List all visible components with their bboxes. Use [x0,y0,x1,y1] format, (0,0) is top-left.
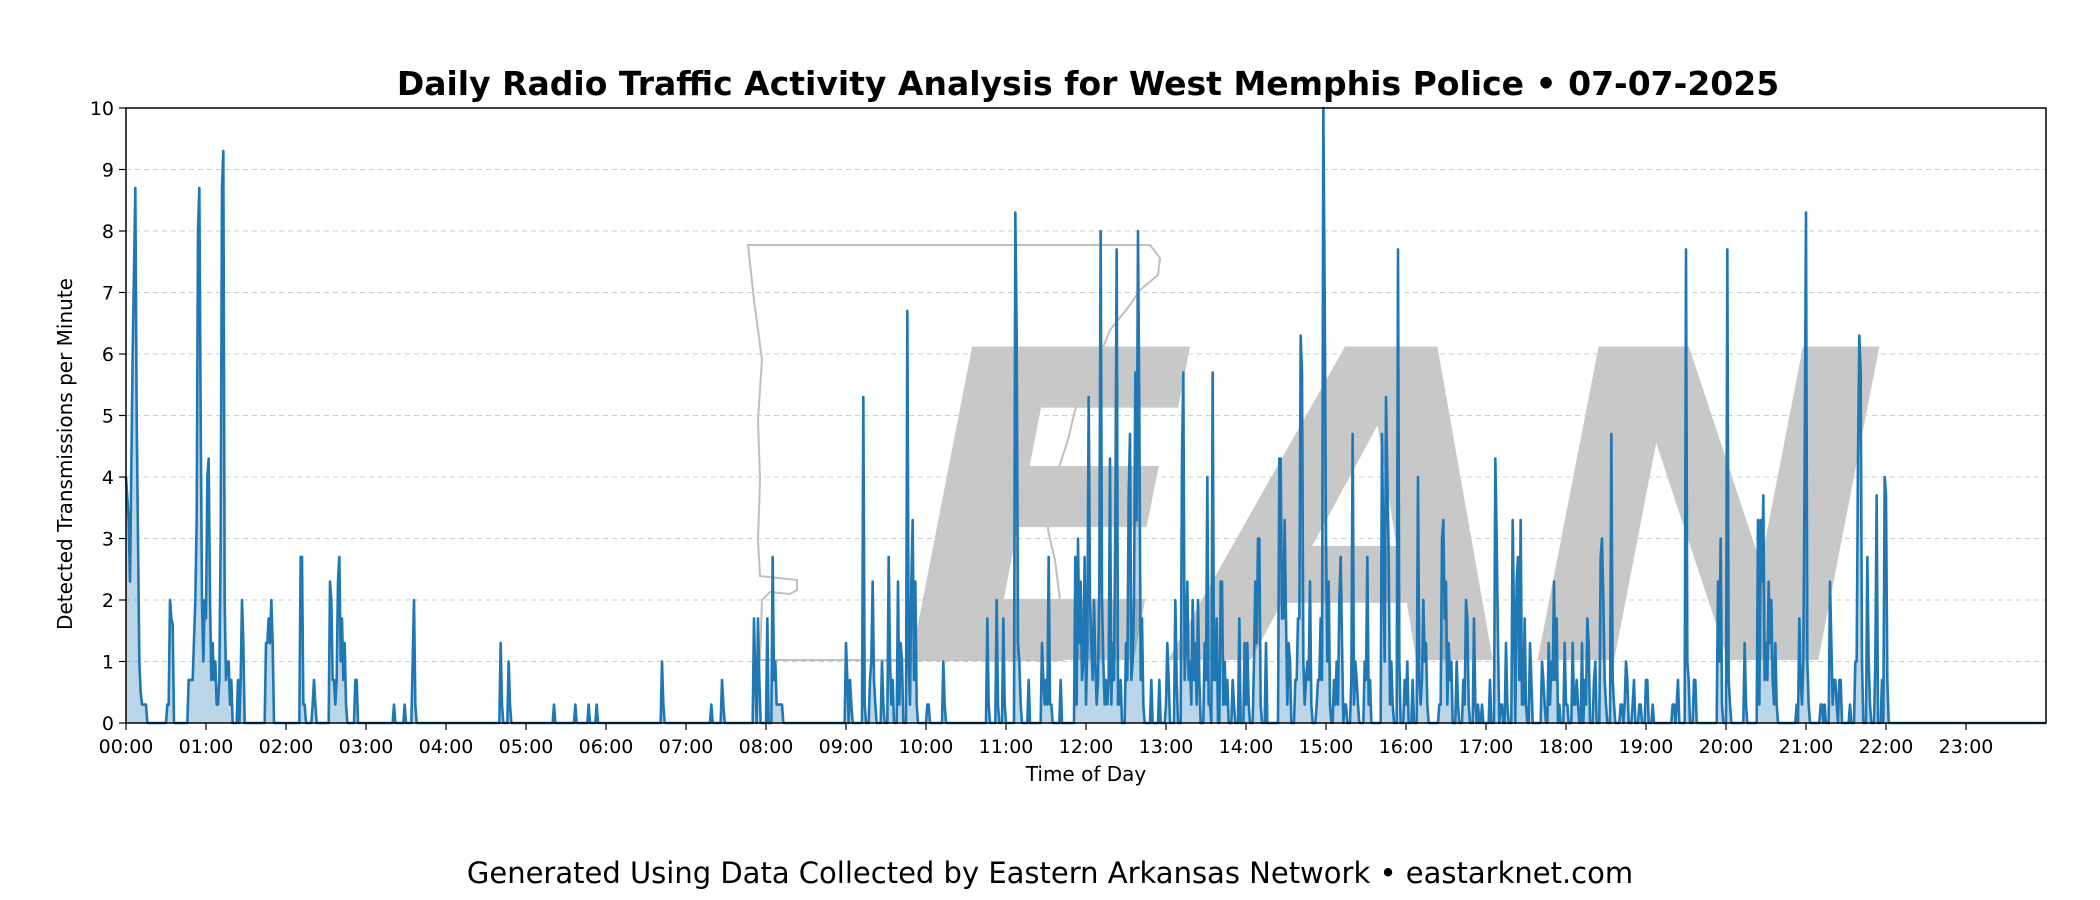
x-tick-label: 01:00 [179,736,234,758]
y-tick-label: 6 [102,344,114,366]
y-tick-label: 10 [90,98,114,120]
x-tick-label: 11:00 [979,736,1034,758]
x-tick-label: 06:00 [579,736,634,758]
x-tick-label: 04:00 [419,736,474,758]
x-tick-label: 08:00 [739,736,794,758]
y-tick-label: 8 [102,221,114,243]
y-tick-label: 0 [102,713,114,735]
x-tick-label: 12:00 [1059,736,1114,758]
x-tick-label: 10:00 [899,736,954,758]
x-tick-label: 17:00 [1459,736,1514,758]
y-tick-label: 7 [102,283,114,305]
y-tick-label: 4 [102,467,114,489]
x-axis: 00:00 01:00 02:00 03:00 04:00 05:00 06:00 07:00… [99,723,1994,758]
x-tick-label: 13:00 [1139,736,1194,758]
y-axis: 0 1 2 3 4 5 6 7 8 9 10 [90,98,126,735]
footer-text: Generated Using Data Collected by Easter… [467,856,1633,890]
watermark-state-outline [746,244,1162,661]
x-tick-label: 20:00 [1699,736,1754,758]
x-tick-label: 07:00 [659,736,714,758]
x-tick-label: 09:00 [819,736,874,758]
y-tick-label: 3 [102,529,114,551]
x-tick-label: 03:00 [339,736,394,758]
x-tick-label: 19:00 [1619,736,1674,758]
x-tick-label: 00:00 [99,736,154,758]
y-axis-label: Detected Transmissions per Minute [53,278,77,630]
grid [126,169,2046,662]
x-tick-label: 02:00 [259,736,314,758]
x-tick-label: 23:00 [1939,736,1994,758]
x-tick-label: 05:00 [499,736,554,758]
y-tick-label: 1 [102,652,114,674]
x-tick-label: 16:00 [1379,736,1434,758]
watermark-logo: EAN [746,244,1888,762]
x-tick-label: 15:00 [1299,736,1354,758]
x-tick-label: 22:00 [1859,736,1914,758]
y-tick-label: 2 [102,590,114,612]
y-tick-label: 9 [102,160,114,182]
chart-title: Daily Radio Traffic Activity Analysis fo… [397,64,1779,103]
series-line [124,106,2046,725]
watermark-letters: EAN [902,262,1888,762]
plot-area [124,106,2046,725]
x-tick-label: 21:00 [1779,736,1834,758]
x-tick-label: 14:00 [1219,736,1274,758]
x-tick-label: 18:00 [1539,736,1594,758]
y-tick-label: 5 [102,406,114,428]
x-axis-label: Time of Day [1025,762,1147,786]
